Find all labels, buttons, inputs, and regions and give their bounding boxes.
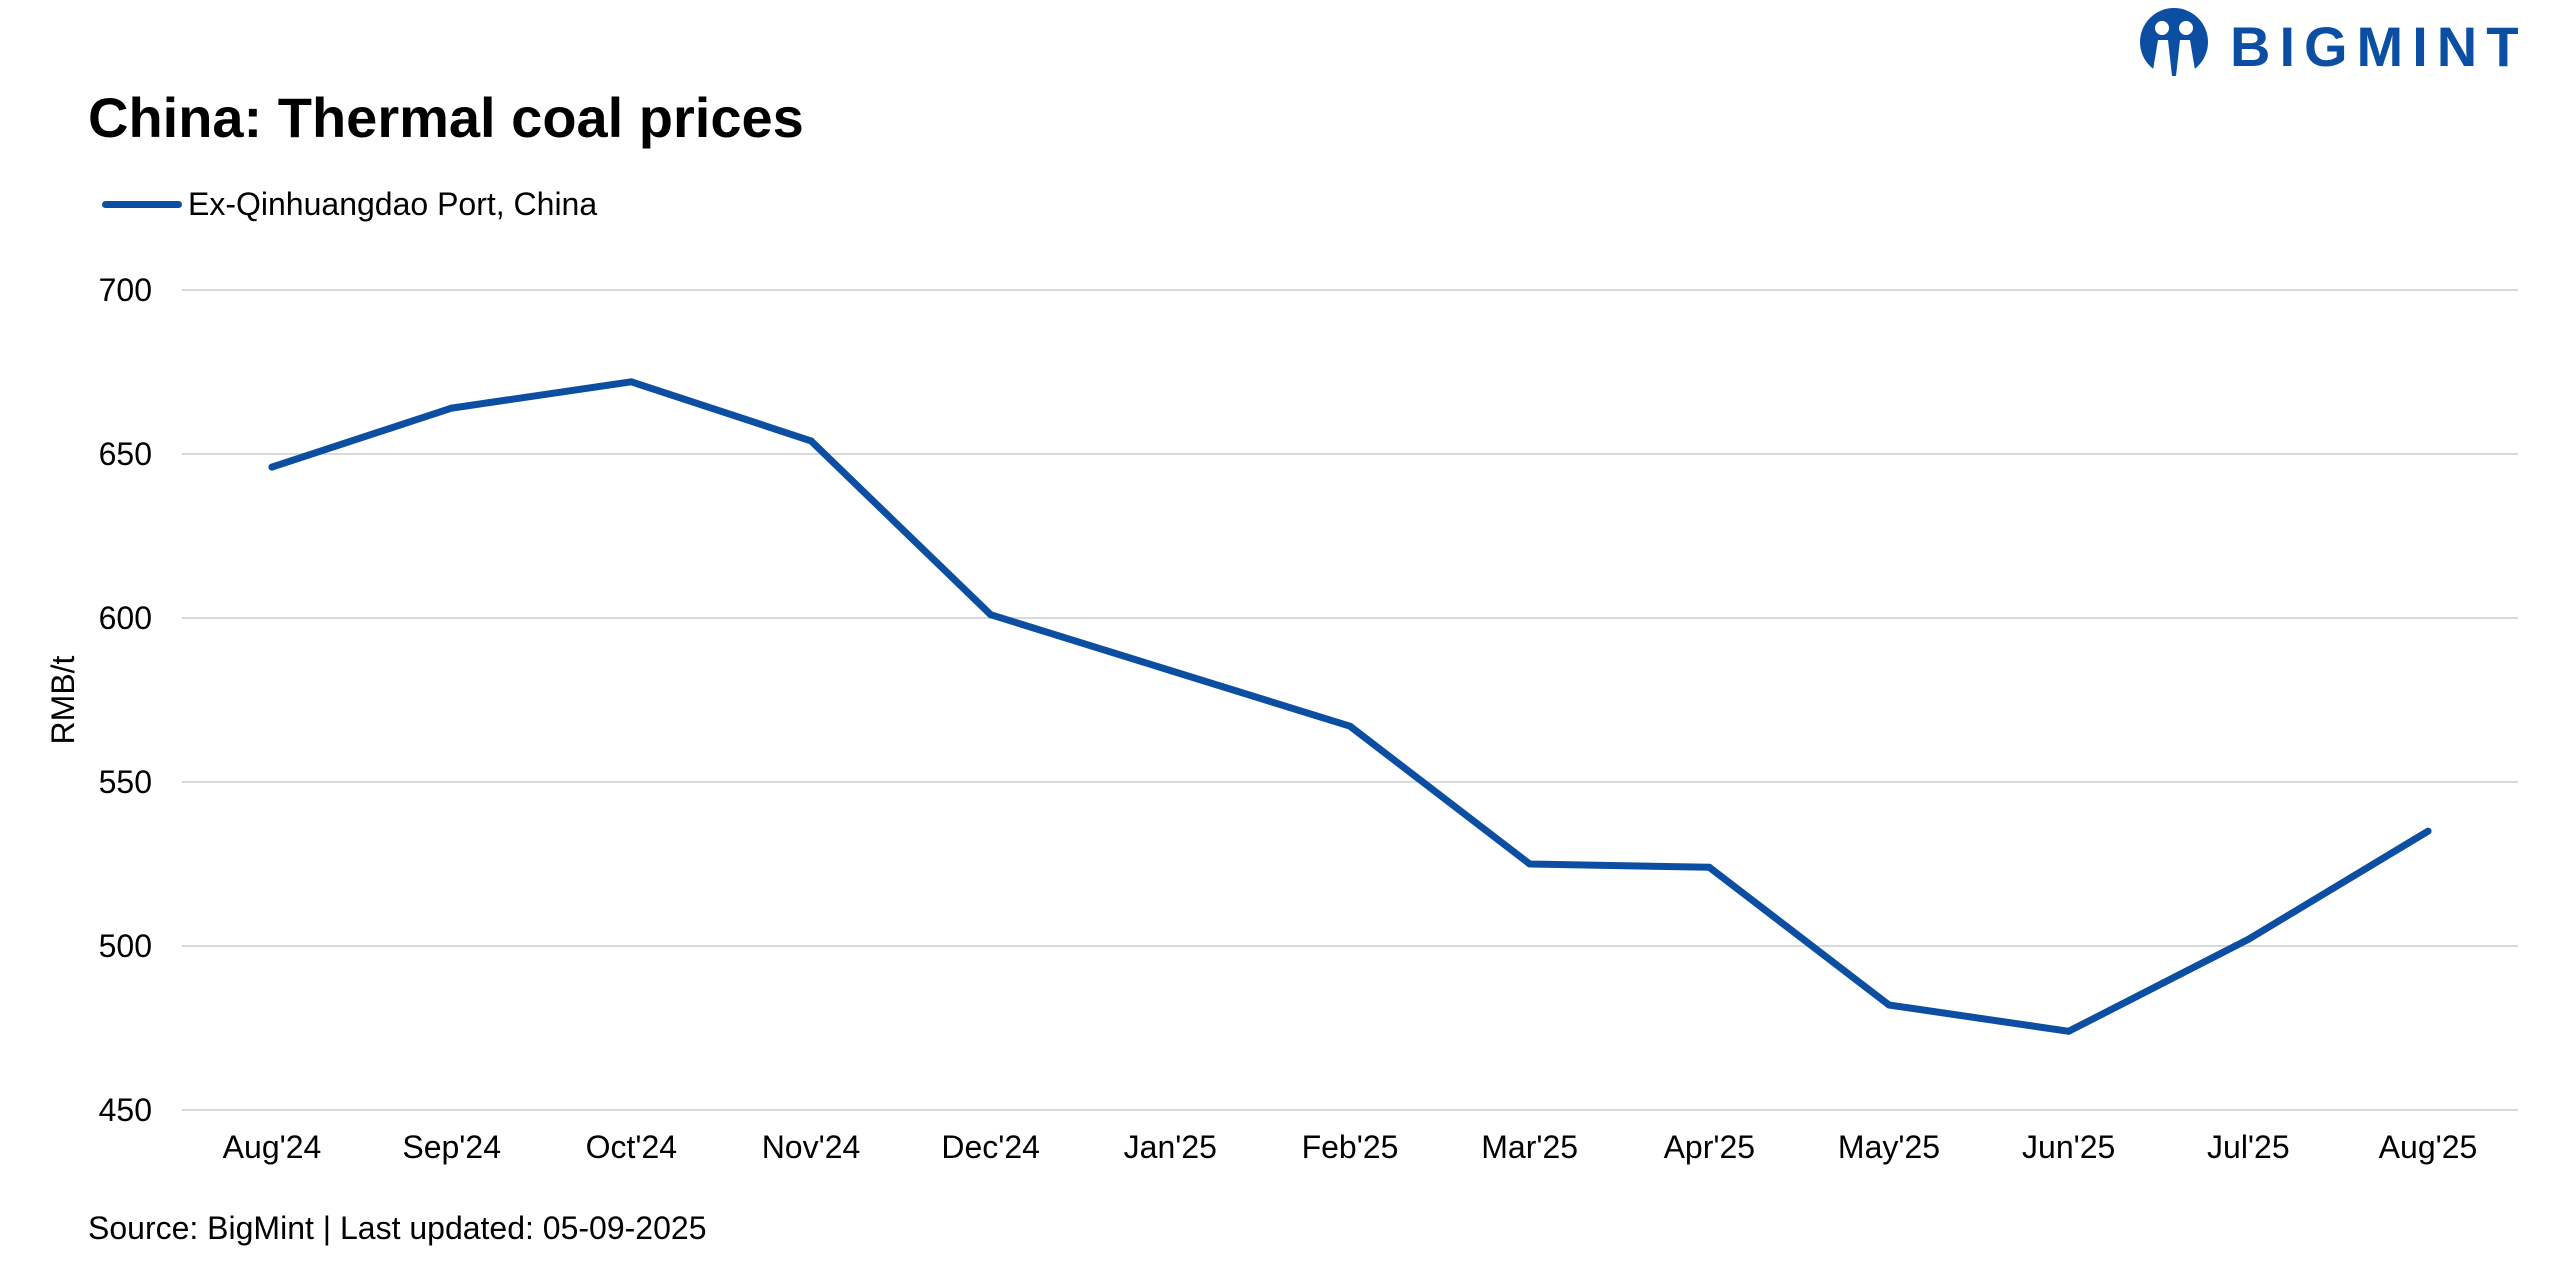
source-note: Source: BigMint | Last updated: 05-09-20… bbox=[88, 1210, 707, 1246]
data-point bbox=[2424, 827, 2432, 835]
x-tick-label: Feb'25 bbox=[1302, 1129, 1399, 1165]
data-point bbox=[2244, 935, 2252, 943]
data-point bbox=[1166, 666, 1174, 674]
data-point bbox=[1705, 863, 1713, 871]
x-tick-label: Sep'24 bbox=[402, 1129, 501, 1165]
data-point bbox=[1526, 860, 1534, 868]
legend-label: Ex-Qinhuangdao Port, China bbox=[188, 186, 598, 222]
series bbox=[268, 378, 2432, 1035]
x-tick-label: Mar'25 bbox=[1481, 1129, 1578, 1165]
y-tick-label: 650 bbox=[99, 436, 152, 472]
data-point bbox=[1885, 1001, 1893, 1009]
data-point bbox=[2065, 1027, 2073, 1035]
x-tick-label: Apr'25 bbox=[1664, 1129, 1756, 1165]
legend-swatch bbox=[102, 200, 182, 208]
x-tick-label: Oct'24 bbox=[586, 1129, 677, 1165]
gridlines bbox=[182, 289, 2518, 1111]
y-tick-label: 550 bbox=[99, 764, 152, 800]
x-tick-label: May'25 bbox=[1838, 1129, 1940, 1165]
data-point bbox=[448, 404, 456, 412]
chart-title: China: Thermal coal prices bbox=[88, 86, 804, 149]
x-tick-label: Jul'25 bbox=[2207, 1129, 2290, 1165]
data-point bbox=[268, 463, 276, 471]
y-tick-label: 500 bbox=[99, 928, 152, 964]
y-axis-label: RMB/t bbox=[45, 655, 81, 744]
x-tick-label: Aug'25 bbox=[2379, 1129, 2478, 1165]
y-tick-label: 450 bbox=[99, 1092, 152, 1128]
x-tick-label: Jun'25 bbox=[2022, 1129, 2115, 1165]
data-point bbox=[1346, 722, 1354, 730]
x-tick-label: Aug'24 bbox=[223, 1129, 322, 1165]
y-tick-label: 700 bbox=[99, 272, 152, 308]
bigmint-logo: BIGMINT bbox=[2140, 8, 2518, 78]
data-point bbox=[807, 437, 815, 445]
data-point bbox=[987, 611, 995, 619]
x-tick-label: Jan'25 bbox=[1124, 1129, 1217, 1165]
x-tick-label: Nov'24 bbox=[762, 1129, 861, 1165]
y-axis-ticks: 450 500 550 600 650 700 bbox=[99, 272, 152, 1128]
logo-wordmark: BIGMINT bbox=[2230, 15, 2518, 78]
series-line bbox=[268, 378, 2432, 1035]
y-tick-label: 600 bbox=[99, 600, 152, 636]
x-axis-ticks: Aug'24 Sep'24 Oct'24 Nov'24 Dec'24 Jan'25 Feb'… bbox=[223, 1129, 2478, 1165]
chart-legend: Ex-Qinhuangdao Port, China bbox=[102, 184, 597, 224]
x-tick-label: Dec'24 bbox=[941, 1129, 1040, 1165]
data-point bbox=[627, 378, 635, 386]
